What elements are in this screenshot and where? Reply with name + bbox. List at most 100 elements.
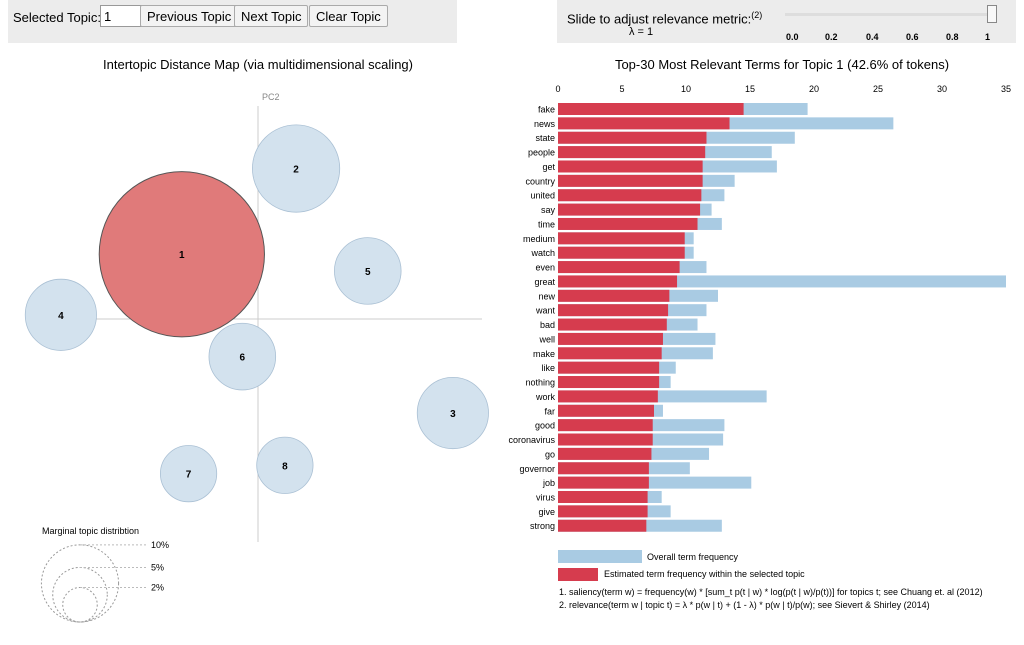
estimated-bar-good[interactable]: [558, 419, 653, 432]
slider-tick: 0.0: [786, 32, 799, 42]
estimated-bar-even[interactable]: [558, 261, 680, 274]
legend-label-5%: 5%: [151, 562, 164, 572]
term-label-say[interactable]: say: [541, 205, 556, 215]
term-label-like[interactable]: like: [541, 363, 555, 373]
term-label-news[interactable]: news: [534, 119, 556, 129]
topic-label-1: 1: [179, 250, 185, 261]
relevance-slider-track[interactable]: [785, 13, 995, 16]
term-label-people[interactable]: people: [528, 148, 555, 158]
x-tick-label: 5: [619, 84, 624, 94]
estimated-bar-make[interactable]: [558, 347, 662, 360]
estimated-bar-fake[interactable]: [558, 103, 744, 115]
next-topic-button[interactable]: Next Topic: [234, 5, 309, 27]
topic-circle-1[interactable]: [98, 171, 265, 338]
estimated-bar-job[interactable]: [558, 476, 649, 489]
topic-circle-4[interactable]: [24, 278, 97, 351]
x-tick-label: 10: [681, 84, 691, 94]
estimated-bar-governor[interactable]: [558, 462, 649, 475]
term-label-governor[interactable]: governor: [519, 464, 555, 474]
estimated-bar-united[interactable]: [558, 189, 702, 202]
estimated-bar-strong[interactable]: [558, 519, 647, 532]
term-label-bad[interactable]: bad: [540, 320, 555, 330]
slider-tick: 1: [985, 32, 991, 42]
previous-topic-button[interactable]: Previous Topic: [140, 5, 239, 27]
estimated-bar-great[interactable]: [558, 275, 678, 288]
term-label-great[interactable]: great: [534, 277, 555, 287]
legend-swatch-overall: [558, 550, 642, 563]
slider-tick: 0.6: [906, 32, 919, 42]
legend-label-estimated: Estimated term frequency within the sele…: [604, 569, 805, 579]
term-label-make[interactable]: make: [533, 349, 555, 359]
topic-label-6: 6: [240, 353, 246, 364]
x-tick-label: 25: [873, 84, 883, 94]
estimated-bar-virus[interactable]: [558, 490, 648, 503]
topic-circle-8[interactable]: [256, 436, 314, 494]
intertopic-distance-map: Intertopic Distance Map (via multidimens…: [24, 57, 489, 623]
slider-tick: 0.2: [825, 32, 838, 42]
term-label-good[interactable]: good: [535, 421, 555, 431]
term-label-well[interactable]: well: [538, 334, 555, 344]
term-label-medium[interactable]: medium: [523, 234, 555, 244]
term-label-watch[interactable]: watch: [530, 248, 555, 258]
topic-circle-3[interactable]: [416, 377, 489, 450]
legend-label-10%: 10%: [151, 540, 169, 550]
term-label-coronavirus[interactable]: coronavirus: [508, 435, 555, 445]
footnote-saliency: 1. saliency(term w) = frequency(w) * [su…: [559, 587, 983, 597]
estimated-bar-news[interactable]: [558, 117, 730, 130]
term-label-even[interactable]: even: [535, 263, 555, 273]
estimated-bar-nothing[interactable]: [558, 376, 660, 389]
estimated-bar-go[interactable]: [558, 447, 652, 460]
term-label-nothing[interactable]: nothing: [525, 378, 555, 388]
estimated-bar-want[interactable]: [558, 304, 669, 317]
term-label-country[interactable]: country: [525, 176, 555, 186]
estimated-bar-time[interactable]: [558, 217, 698, 230]
slider-tick: 0.4: [866, 32, 879, 42]
marginal-legend-title: Marginal topic distribtion: [42, 526, 139, 536]
term-label-want[interactable]: want: [535, 306, 556, 316]
term-label-time[interactable]: time: [538, 219, 555, 229]
clear-topic-button[interactable]: Clear Topic: [309, 5, 388, 27]
estimated-bar-work[interactable]: [558, 390, 658, 403]
selected-topic-input[interactable]: [100, 5, 146, 27]
estimated-bar-get[interactable]: [558, 160, 703, 173]
term-label-united[interactable]: united: [530, 191, 555, 201]
estimated-bar-bad[interactable]: [558, 318, 667, 331]
term-label-get[interactable]: get: [542, 162, 555, 172]
topic-label-4: 4: [58, 311, 64, 322]
term-label-state[interactable]: state: [535, 133, 555, 143]
estimated-bar-new[interactable]: [558, 289, 670, 302]
topic-label-8: 8: [282, 461, 288, 472]
term-label-fake[interactable]: fake: [538, 105, 555, 115]
estimated-bar-coronavirus[interactable]: [558, 433, 653, 446]
term-label-new[interactable]: new: [538, 291, 555, 301]
estimated-bar-say[interactable]: [558, 203, 701, 216]
estimated-bar-country[interactable]: [558, 174, 703, 187]
topic-circle-6[interactable]: [208, 322, 277, 391]
legend-circle-5%: [52, 566, 108, 623]
term-label-go[interactable]: go: [545, 449, 555, 459]
topic-circle-2[interactable]: [252, 124, 341, 213]
estimated-bar-people[interactable]: [558, 146, 706, 159]
term-label-give[interactable]: give: [538, 507, 555, 517]
estimated-bar-watch[interactable]: [558, 246, 685, 259]
estimated-bar-give[interactable]: [558, 505, 648, 518]
estimated-bar-like[interactable]: [558, 361, 660, 374]
term-label-work[interactable]: work: [535, 392, 556, 402]
relevance-slider-thumb[interactable]: [987, 5, 997, 23]
legend-circle-10%: [40, 544, 120, 623]
relevant-terms-chart: Top-30 Most Relevant Terms for Topic 1 (…: [508, 57, 1011, 581]
relevance-control-panel: Slide to adjust relevance metric:(2) λ =…: [557, 0, 1016, 43]
estimated-bar-state[interactable]: [558, 131, 707, 144]
term-label-job[interactable]: job: [542, 478, 555, 488]
topic-circle-7[interactable]: [159, 445, 218, 503]
estimated-bar-far[interactable]: [558, 404, 654, 417]
pc2-axis-label: PC2: [262, 92, 280, 102]
estimated-bar-medium[interactable]: [558, 232, 685, 245]
legend-label-overall: Overall term frequency: [647, 552, 739, 562]
estimated-bar-well[interactable]: [558, 332, 663, 345]
term-label-strong[interactable]: strong: [530, 521, 555, 531]
term-label-virus[interactable]: virus: [536, 492, 556, 502]
term-label-far[interactable]: far: [544, 406, 555, 416]
topic-circle-5[interactable]: [334, 237, 402, 305]
topic-label-7: 7: [186, 470, 192, 481]
